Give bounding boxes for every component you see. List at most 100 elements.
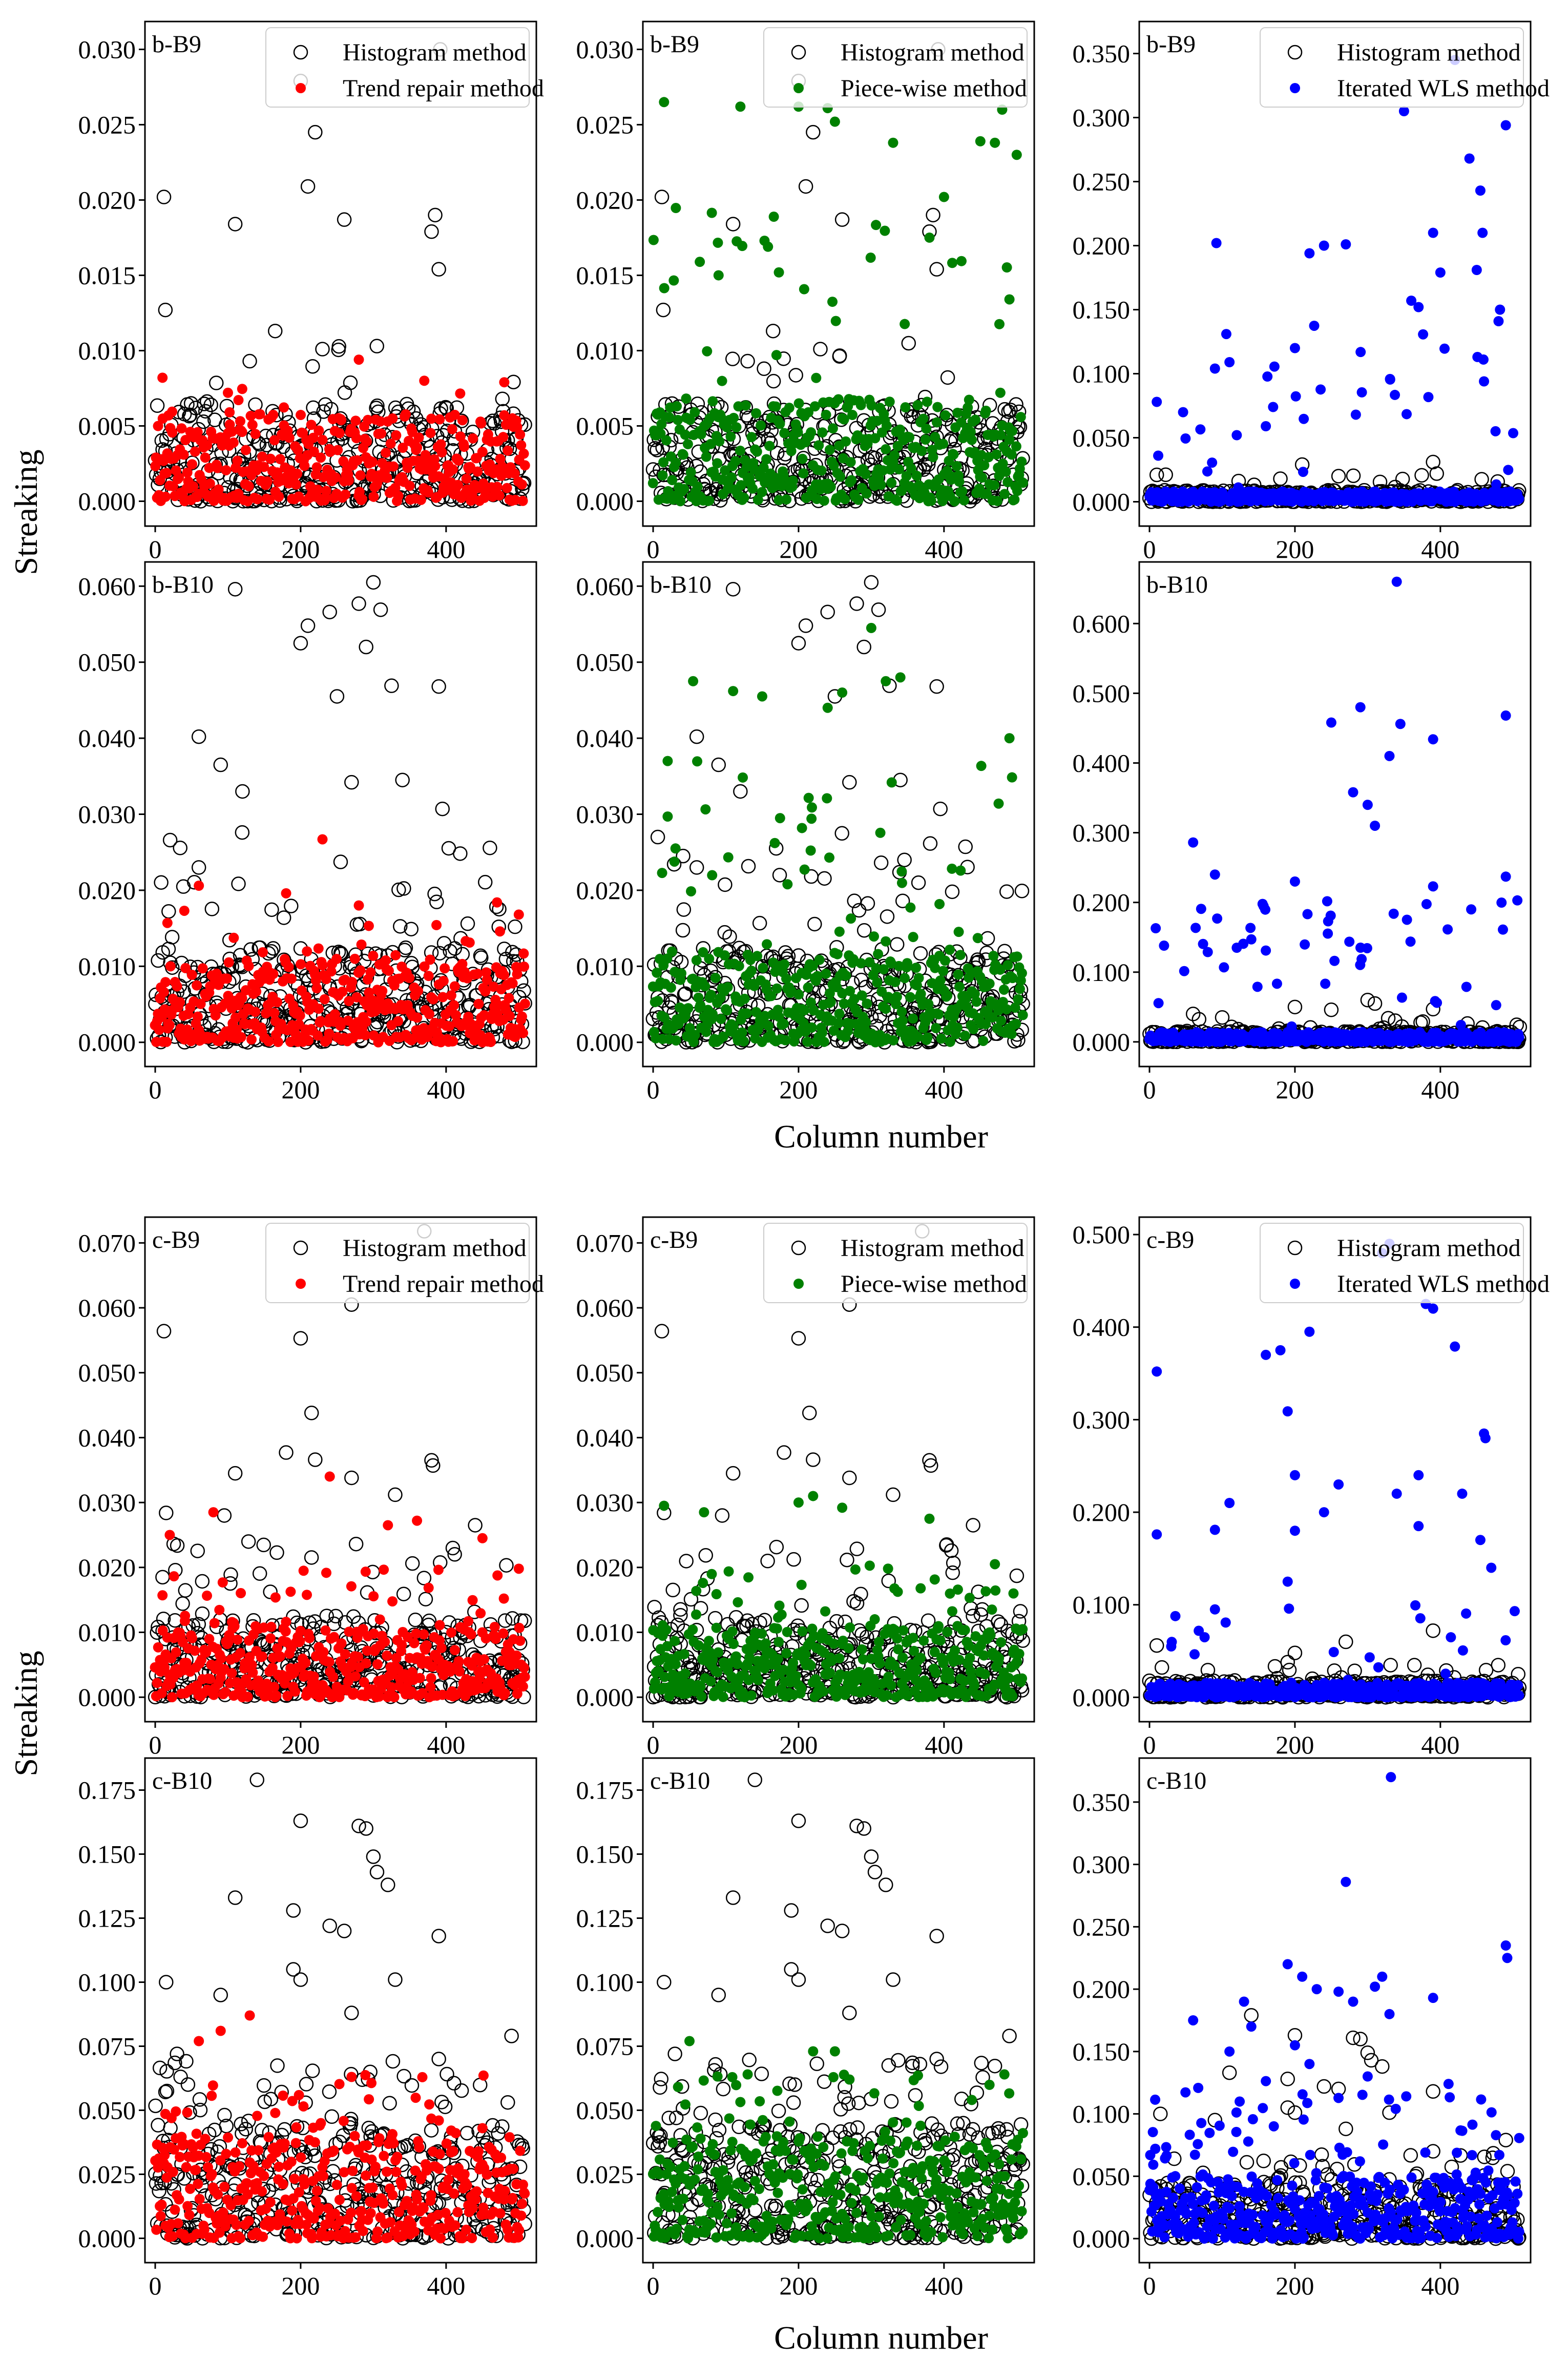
histogram-point bbox=[933, 801, 948, 817]
method-point bbox=[935, 975, 946, 986]
histogram-point bbox=[798, 618, 813, 633]
method-point bbox=[845, 457, 856, 468]
method-point bbox=[1269, 361, 1280, 372]
legend-histogram-marker bbox=[293, 45, 308, 60]
legend-box bbox=[1260, 27, 1524, 108]
histogram-point bbox=[873, 855, 889, 870]
histogram-point bbox=[676, 848, 691, 864]
histogram-point bbox=[1011, 1033, 1026, 1048]
method-point bbox=[352, 455, 363, 466]
histogram-point bbox=[432, 946, 447, 961]
histogram-point bbox=[860, 452, 875, 468]
histogram-point bbox=[159, 431, 174, 447]
legend-method-marker bbox=[793, 83, 804, 93]
method-point bbox=[987, 1012, 998, 1022]
method-point bbox=[792, 427, 803, 437]
x-tick-label: 200 bbox=[281, 1075, 320, 1104]
histogram-point bbox=[733, 784, 748, 799]
method-point bbox=[1012, 951, 1022, 962]
method-point bbox=[1016, 456, 1027, 467]
method-point bbox=[739, 993, 750, 1004]
method-point bbox=[517, 495, 528, 506]
method-point bbox=[947, 258, 958, 268]
method-point bbox=[990, 137, 1000, 148]
legend-histogram-label: Histogram method bbox=[1337, 39, 1521, 66]
method-point bbox=[1006, 449, 1017, 460]
y-tick-label: 0.200 bbox=[1073, 888, 1131, 917]
method-point bbox=[338, 456, 349, 467]
method-point bbox=[889, 450, 900, 461]
method-point bbox=[250, 1007, 261, 1017]
method-point bbox=[896, 866, 907, 877]
method-point bbox=[447, 424, 457, 434]
method-point bbox=[932, 402, 943, 412]
histogram-point bbox=[813, 342, 828, 357]
y-tick-label: 0.200 bbox=[1073, 232, 1131, 260]
histogram-point bbox=[203, 398, 218, 412]
method-point bbox=[1180, 433, 1191, 444]
method-point bbox=[832, 949, 843, 959]
method-point bbox=[1007, 426, 1018, 436]
method-point bbox=[759, 1011, 770, 1021]
histogram-point bbox=[154, 875, 169, 890]
histogram-point bbox=[766, 373, 781, 389]
method-point bbox=[363, 414, 373, 425]
method-point bbox=[335, 1020, 346, 1031]
method-point bbox=[160, 977, 171, 988]
method-point bbox=[761, 454, 772, 465]
histogram-point bbox=[791, 636, 806, 651]
method-point bbox=[988, 951, 999, 962]
histogram-point bbox=[213, 757, 228, 772]
method-point bbox=[478, 478, 489, 489]
method-point bbox=[472, 968, 483, 979]
method-point bbox=[955, 865, 966, 876]
method-point bbox=[872, 415, 883, 426]
method-point bbox=[707, 870, 718, 881]
method-point bbox=[1398, 106, 1409, 116]
histogram-point bbox=[656, 302, 671, 318]
method-point bbox=[161, 468, 172, 478]
method-point bbox=[235, 416, 245, 427]
method-point bbox=[752, 951, 763, 962]
method-point bbox=[351, 992, 362, 1002]
method-point bbox=[468, 433, 478, 444]
method-point bbox=[150, 461, 161, 471]
method-point bbox=[714, 436, 725, 447]
method-point bbox=[726, 472, 737, 483]
x-tick-label: 0 bbox=[647, 1075, 660, 1104]
y-tick-label: 0.015 bbox=[576, 261, 634, 289]
y-tick-label: 0.000 bbox=[1073, 488, 1131, 516]
y-tick-label: 0.025 bbox=[78, 110, 136, 139]
histogram-point bbox=[300, 179, 316, 194]
method-point bbox=[492, 482, 503, 492]
method-point bbox=[381, 447, 391, 458]
method-point bbox=[1490, 426, 1501, 436]
method-point bbox=[264, 494, 275, 505]
method-point bbox=[662, 756, 673, 766]
histogram-point bbox=[897, 852, 912, 867]
histogram-point bbox=[315, 342, 330, 357]
method-point bbox=[647, 478, 658, 489]
method-point bbox=[905, 902, 916, 913]
histogram-point bbox=[676, 902, 692, 917]
method-point bbox=[837, 687, 848, 698]
method-point bbox=[1290, 391, 1301, 402]
method-point bbox=[268, 409, 279, 420]
method-point bbox=[737, 1027, 747, 1038]
method-point bbox=[1315, 384, 1326, 395]
method-point bbox=[477, 447, 488, 457]
method-point bbox=[659, 283, 670, 294]
method-point bbox=[222, 387, 233, 398]
method-point bbox=[881, 936, 891, 947]
method-point bbox=[866, 622, 876, 633]
method-point bbox=[192, 980, 202, 991]
method-point bbox=[510, 1032, 520, 1042]
method-point bbox=[317, 434, 328, 445]
method-point bbox=[881, 1004, 891, 1014]
method-point bbox=[444, 1021, 454, 1032]
method-point bbox=[829, 116, 840, 127]
method-point bbox=[953, 927, 964, 937]
method-point bbox=[161, 1036, 172, 1047]
method-point bbox=[673, 414, 683, 425]
method-point bbox=[1500, 120, 1511, 131]
